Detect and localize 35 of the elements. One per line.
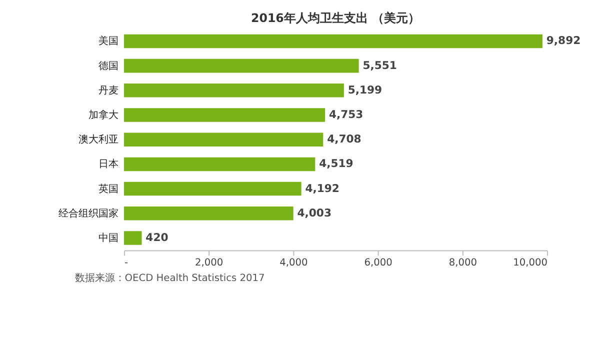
bar xyxy=(124,132,324,146)
x-tick-label: 10,000 xyxy=(513,258,548,269)
data-label: 5,199 xyxy=(348,83,382,96)
bar xyxy=(124,84,344,98)
bar xyxy=(124,34,542,48)
x-tick-label: 2,000 xyxy=(195,258,224,269)
y-tick-label: 美国 xyxy=(98,35,119,48)
source-note: 数据来源：OECD Health Statistics 2017 xyxy=(74,272,265,284)
data-label: 420 xyxy=(146,230,168,244)
y-tick-label: 英国 xyxy=(98,182,119,195)
data-label: 9,892 xyxy=(546,34,581,48)
y-tick-label: 经合组织国家 xyxy=(58,207,119,220)
bar xyxy=(124,108,326,122)
bar xyxy=(124,58,359,73)
data-label: 4,753 xyxy=(328,108,364,121)
data-label: 4,708 xyxy=(327,132,362,146)
x-tick-label: - xyxy=(124,258,128,269)
x-tick-label: 4,000 xyxy=(280,258,308,269)
data-label: 4,003 xyxy=(297,206,332,220)
data-label: 4,192 xyxy=(305,182,340,195)
y-tick-label: 德国 xyxy=(98,60,119,72)
x-tick-label: 6,000 xyxy=(364,258,392,269)
y-tick-label: 丹麦 xyxy=(98,84,119,96)
bar xyxy=(124,182,302,196)
y-tick-label: 中国 xyxy=(98,232,119,244)
bar xyxy=(124,231,142,245)
x-tick-label: 8,000 xyxy=(448,258,477,269)
y-tick-label: 加拿大 xyxy=(88,108,119,121)
bar xyxy=(124,206,294,220)
y-tick-label: 日本 xyxy=(98,158,119,170)
chart-title: 2016年人均卫生支出 （美元） xyxy=(251,11,420,26)
y-tick-label: 澳大利亚 xyxy=(78,134,119,146)
data-label: 5,551 xyxy=(362,58,397,72)
data-label: 4,519 xyxy=(319,157,354,170)
bar xyxy=(124,157,316,172)
